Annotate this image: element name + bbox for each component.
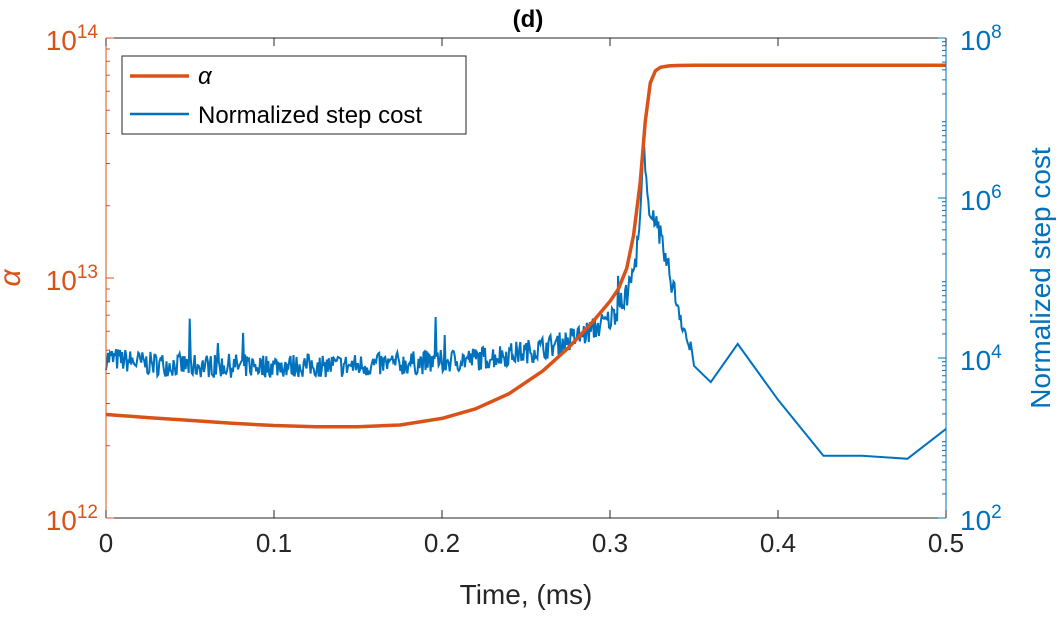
y-axis-right-label: Normalized step cost [1025,147,1056,409]
axes-layer: 0 0.1 0.2 0.3 0.4 0.5 1012 1013 1014 102 104 106 108 [46,22,1002,558]
legend: α Normalized step cost [121,55,467,135]
legend-label-step-cost: Normalized step cost [198,102,422,129]
legend-box [121,55,467,135]
y-right-tick-label: 102 [960,502,1002,536]
series-layer [105,63,947,460]
x-tick-label: 0.5 [928,528,964,558]
chart-title: (d) [513,6,544,33]
x-tick-label: 0.1 [256,528,292,558]
series-line-step-cost [105,142,947,460]
x-tick-label: 0.4 [760,528,796,558]
y-right-tick-label: 104 [960,342,1002,376]
y-left-tick-label: 1012 [46,502,98,536]
series-line-alpha [105,63,946,429]
y-right-tick-label: 106 [960,182,1002,216]
x-tick-label: 0.2 [424,528,460,558]
x-axis-label: Time, (ms) [460,579,593,610]
y-left-tick-label: 1014 [46,22,99,56]
y-axis-left-label: α [0,269,27,287]
x-tick-label: 0 [99,528,113,558]
x-tick-label: 0.3 [592,528,628,558]
legend-label-alpha: α [198,63,213,90]
y-right-tick-label: 108 [960,22,1002,56]
y-left-tick-label: 1013 [46,262,98,296]
